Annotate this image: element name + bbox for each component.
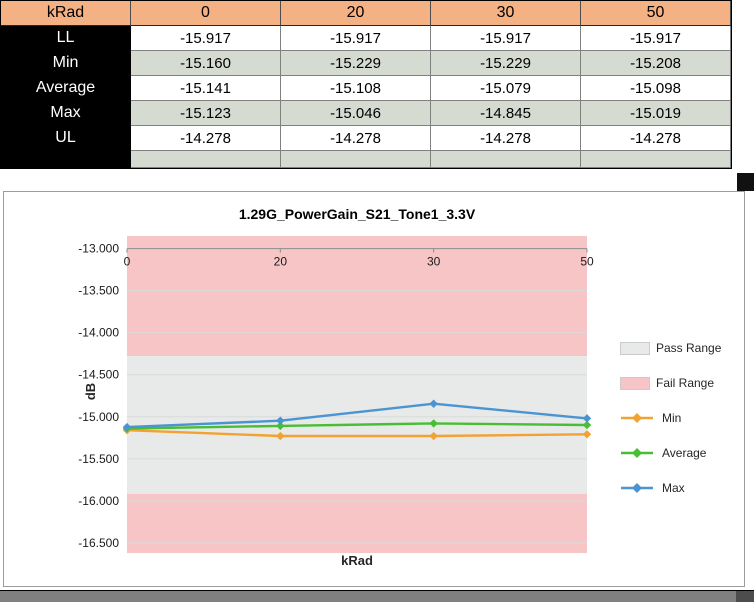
row-label-empty[interactable] [1,151,131,168]
table-header-krad[interactable]: kRad [1,1,131,26]
table-cell[interactable]: -15.917 [131,26,281,51]
table-cell[interactable]: -15.019 [581,101,731,126]
series-marker-min [582,430,592,439]
x-tick-label: 0 [124,255,131,269]
table-cell[interactable]: -15.108 [281,76,431,101]
table-cell[interactable]: -15.917 [431,26,581,51]
table-cell[interactable]: -15.079 [431,76,581,101]
series-swatch-average [621,448,653,458]
legend-label: Max [662,481,685,495]
table-cell[interactable]: -15.046 [281,101,431,126]
chart-legend: Pass Range Fail Range Min Average Max [620,338,721,498]
table-cell[interactable]: -15.123 [131,101,281,126]
horizontal-scrollbar[interactable] [0,590,754,602]
table-cell[interactable]: -15.208 [581,51,731,76]
row-label-average[interactable]: Average [1,76,131,101]
table-cell[interactable]: -15.229 [431,51,581,76]
table-header-col-50[interactable]: 50 [581,1,731,26]
table-cell-empty[interactable] [431,151,581,168]
series-line-max [126,402,588,429]
table-cell-empty[interactable] [281,151,431,168]
y-tick-label: -16.000 [78,494,119,508]
legend-item-min[interactable]: Min [620,408,721,428]
series-marker-max [582,414,592,423]
series-marker-max [429,399,438,408]
series-swatch-max [621,483,653,493]
fail-range-band-bottom [127,493,587,553]
pass-range-swatch [620,341,650,355]
legend-item-average[interactable]: Average [620,443,721,463]
legend-label: Average [662,446,707,460]
table-cell[interactable]: -14.845 [431,101,581,126]
legend-item-fail-range[interactable]: Fail Range [620,373,721,393]
table-cell[interactable]: -14.278 [281,126,431,151]
table-cell[interactable]: -14.278 [431,126,581,151]
row-label-ul[interactable]: UL [1,126,131,151]
table-header-col-20[interactable]: 20 [281,1,431,26]
scroll-corner[interactable] [737,173,754,191]
row-label-min[interactable]: Min [1,51,131,76]
y-tick-label: -15.500 [78,452,119,466]
table-cell[interactable]: -15.160 [131,51,281,76]
table-header-col-0[interactable]: 0 [131,1,281,26]
fail-range-band-top [127,236,587,357]
table-cell[interactable]: -15.229 [281,51,431,76]
legend-item-pass-range[interactable]: Pass Range [620,338,721,358]
y-tick-label: -15.000 [78,410,119,424]
x-tick-label: 20 [274,255,288,269]
chart[interactable]: -13.000 -13.500 -14.000 -14.500 -15.000 -15.5… [3,191,745,587]
x-axis-title: kRad [341,553,373,568]
y-axis-title: dB [83,382,99,401]
fail-range-swatch [620,376,650,390]
data-table: kRad 0 20 30 50 LL -15.917 -15.917 -15.9… [0,0,732,169]
table-cell[interactable]: -15.917 [581,26,731,51]
table-cell[interactable]: -15.098 [581,76,731,101]
legend-label: Fail Range [656,376,715,390]
series-marker-average [276,421,285,431]
row-label-max[interactable]: Max [1,101,131,126]
chart-title: 1.29G_PowerGain_S21_Tone1_3.3V [238,206,476,222]
y-tick-label: -14.000 [78,326,119,340]
table-cell-empty[interactable] [131,151,281,168]
legend-item-max[interactable]: Max [620,478,721,498]
series-marker-max [276,416,285,425]
y-tick-label: -16.500 [78,536,119,550]
y-tick-label: -13.500 [78,284,119,298]
chart-plot-area: -13.000 -13.500 -14.000 -14.500 -15.000 -15.5… [78,236,594,553]
series-marker-average [582,420,592,430]
table-cell-empty[interactable] [581,151,731,168]
row-label-ll[interactable]: LL [1,26,131,51]
series-swatch-min [621,413,653,423]
y-tick-label: -14.500 [78,368,119,382]
table-cell[interactable]: -15.917 [281,26,431,51]
y-tick-label: -13.000 [78,242,119,256]
legend-label: Min [662,411,682,425]
table-cell[interactable]: -14.278 [131,126,281,151]
table-cell[interactable]: -14.278 [581,126,731,151]
table-cell[interactable]: -15.141 [131,76,281,101]
series-line-min [126,429,588,438]
x-tick-label: 30 [427,255,441,269]
legend-label: Pass Range [656,341,722,355]
x-tick-label: 50 [580,255,594,269]
table-header-col-30[interactable]: 30 [431,1,581,26]
scrollbar-end-cap[interactable] [736,591,754,602]
series-line-average [126,422,588,430]
